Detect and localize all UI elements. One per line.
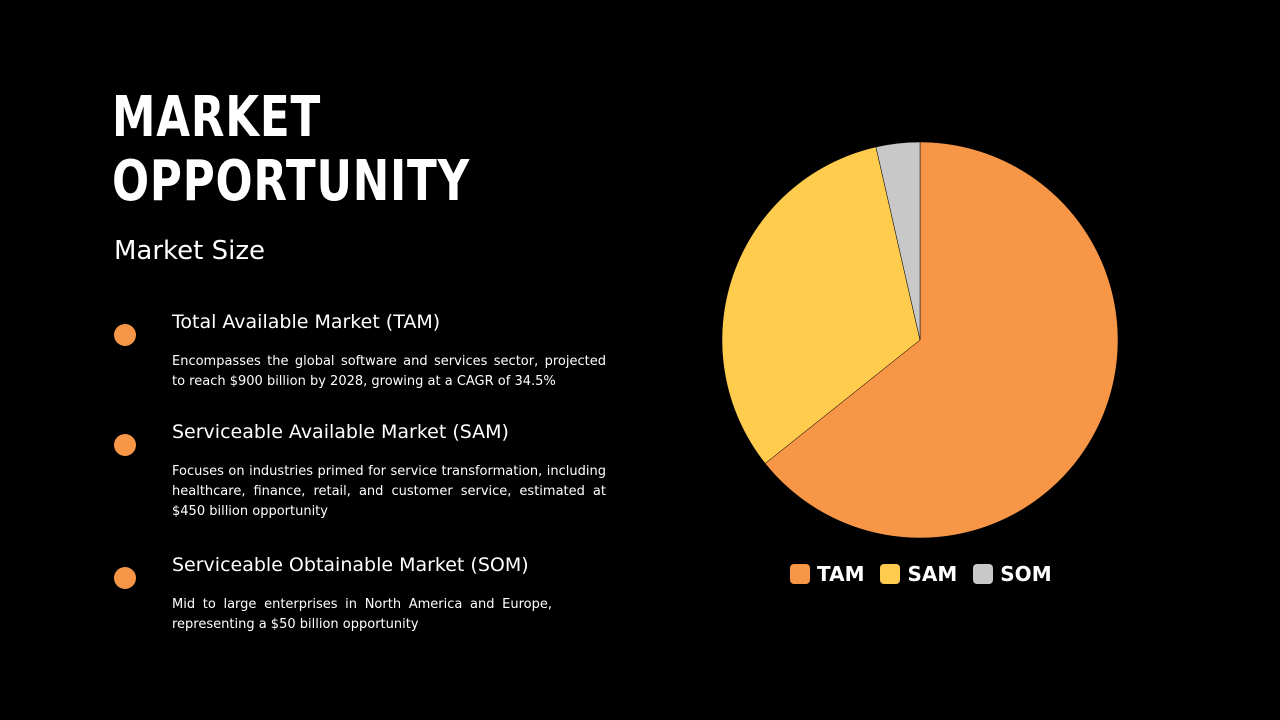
legend-swatch [790, 564, 810, 584]
title-line-1: MARKET [112, 85, 322, 150]
slide-title: MARKET OPPORTUNITY [112, 86, 470, 214]
item-description: Mid to large enterprises in North Americ… [172, 597, 552, 632]
legend-item-som: SOM [973, 562, 1052, 586]
pie-slice-tam [764, 141, 1119, 539]
legend-swatch [973, 564, 994, 584]
bullet-circle-icon [114, 567, 136, 589]
title-line-2: OPPORTUNITY [112, 149, 471, 214]
pie-slice-sam [721, 146, 921, 464]
item-heading: Serviceable Available Market (SAM) [172, 421, 509, 443]
item-heading: Total Available Market (TAM) [172, 311, 441, 333]
legend-item-tam: TAM [790, 562, 864, 586]
bullet-circle-icon [114, 434, 136, 456]
legend-item-sam: SAM [880, 562, 957, 586]
legend-label: SAM [907, 562, 958, 586]
item-description: Focuses on industries primed for service… [172, 464, 606, 519]
legend-swatch [880, 564, 901, 584]
item-heading: Serviceable Obtainable Market (SOM) [172, 554, 529, 576]
legend-label: SOM [1000, 562, 1052, 586]
item-description: Encompasses the global software and serv… [172, 354, 606, 389]
market-size-pie-chart [721, 141, 1119, 539]
legend-label: TAM [817, 562, 865, 586]
bullet-circle-icon [114, 324, 136, 346]
slide-subtitle: Market Size [114, 236, 266, 266]
chart-legend: TAM SAM SOM [790, 562, 1052, 586]
pie-slice-som [875, 141, 921, 341]
